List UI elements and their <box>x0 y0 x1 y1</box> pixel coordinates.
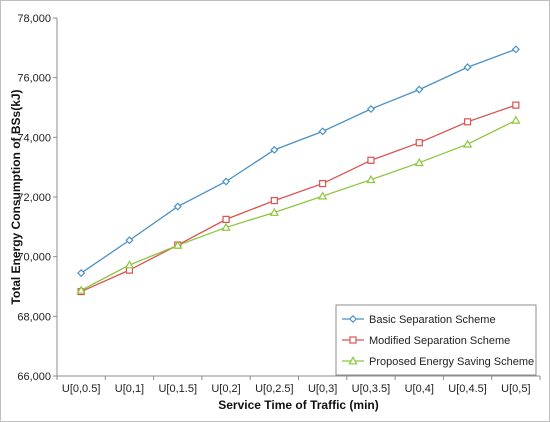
data-point <box>270 196 278 205</box>
data-point <box>318 127 327 136</box>
y-tick-label: 72,000 <box>17 192 51 204</box>
data-point <box>462 139 473 148</box>
data-point <box>222 177 231 186</box>
data-point <box>319 179 327 188</box>
data-point <box>124 260 135 269</box>
legend-marker <box>348 356 358 365</box>
x-axis-title: Service Time of Traffic (min) <box>218 398 379 412</box>
series-2 <box>77 101 520 296</box>
legend-label: Proposed Energy Saving Scheme <box>369 356 534 368</box>
x-tick-label: U[0,4] <box>405 383 434 395</box>
data-point <box>367 156 375 164</box>
data-point <box>511 115 521 124</box>
y-tick-label: 74,000 <box>17 132 51 144</box>
data-point <box>463 118 472 126</box>
series-line <box>80 48 517 274</box>
x-tick-label: U[0,3] <box>308 383 337 395</box>
y-tick-label: 66,000 <box>17 371 51 383</box>
x-tick-label: U[0,2] <box>211 383 240 395</box>
x-tick-label: U[0,4.5] <box>448 383 487 395</box>
legend-label: Modified Separation Scheme <box>369 335 510 347</box>
y-axis-title: Total Energy Consumption of BSs(kJ) <box>9 89 23 304</box>
x-tick-label: U[0,3.5] <box>352 383 391 395</box>
x-tick-label: U[0,1.5] <box>158 383 197 395</box>
data-point <box>125 236 134 245</box>
data-point <box>269 207 279 216</box>
series-line <box>80 119 517 291</box>
data-point <box>221 222 231 231</box>
data-point <box>511 45 520 54</box>
x-tick-label: U[0,5] <box>501 383 530 395</box>
data-point <box>222 215 230 223</box>
legend-marker <box>348 314 358 324</box>
data-point <box>173 240 183 249</box>
y-tick-label: 68,000 <box>17 311 51 323</box>
data-point <box>463 63 472 72</box>
data-point <box>414 157 424 167</box>
data-point <box>318 191 328 200</box>
series-line <box>80 104 517 293</box>
x-tick-label: U[0,0.5] <box>62 383 101 395</box>
legend-item: Modified Separation Scheme <box>342 335 510 347</box>
axes: 66,000 68,000 70,000 72,000 74,000 76,000 78,0… <box>17 13 541 395</box>
data-point <box>270 145 279 154</box>
data-point <box>76 285 86 294</box>
data-point <box>366 104 375 114</box>
x-tick-label: U[0,2.5] <box>255 383 294 395</box>
y-tick-label: 70,000 <box>17 252 51 264</box>
data-point <box>366 174 376 184</box>
series-1 <box>77 45 520 278</box>
series-3 <box>76 115 521 294</box>
legend-item: Basic Separation Scheme <box>342 314 496 326</box>
data-point <box>173 202 182 211</box>
data-point <box>415 139 423 147</box>
legend-box <box>335 304 537 376</box>
x-tick-label: U[0,1] <box>115 383 144 395</box>
y-tick-label: 78,000 <box>17 13 51 25</box>
data-point <box>512 101 520 109</box>
legend: Basic Separation Scheme Modified Separati… <box>335 304 537 376</box>
data-point <box>77 269 86 278</box>
legend-item: Proposed Energy Saving Scheme <box>342 356 534 368</box>
data-point <box>415 85 424 94</box>
legend-label: Basic Separation Scheme <box>369 314 496 326</box>
series-layer <box>76 45 521 296</box>
y-tick-label: 76,000 <box>17 73 51 85</box>
legend-marker <box>349 336 357 344</box>
